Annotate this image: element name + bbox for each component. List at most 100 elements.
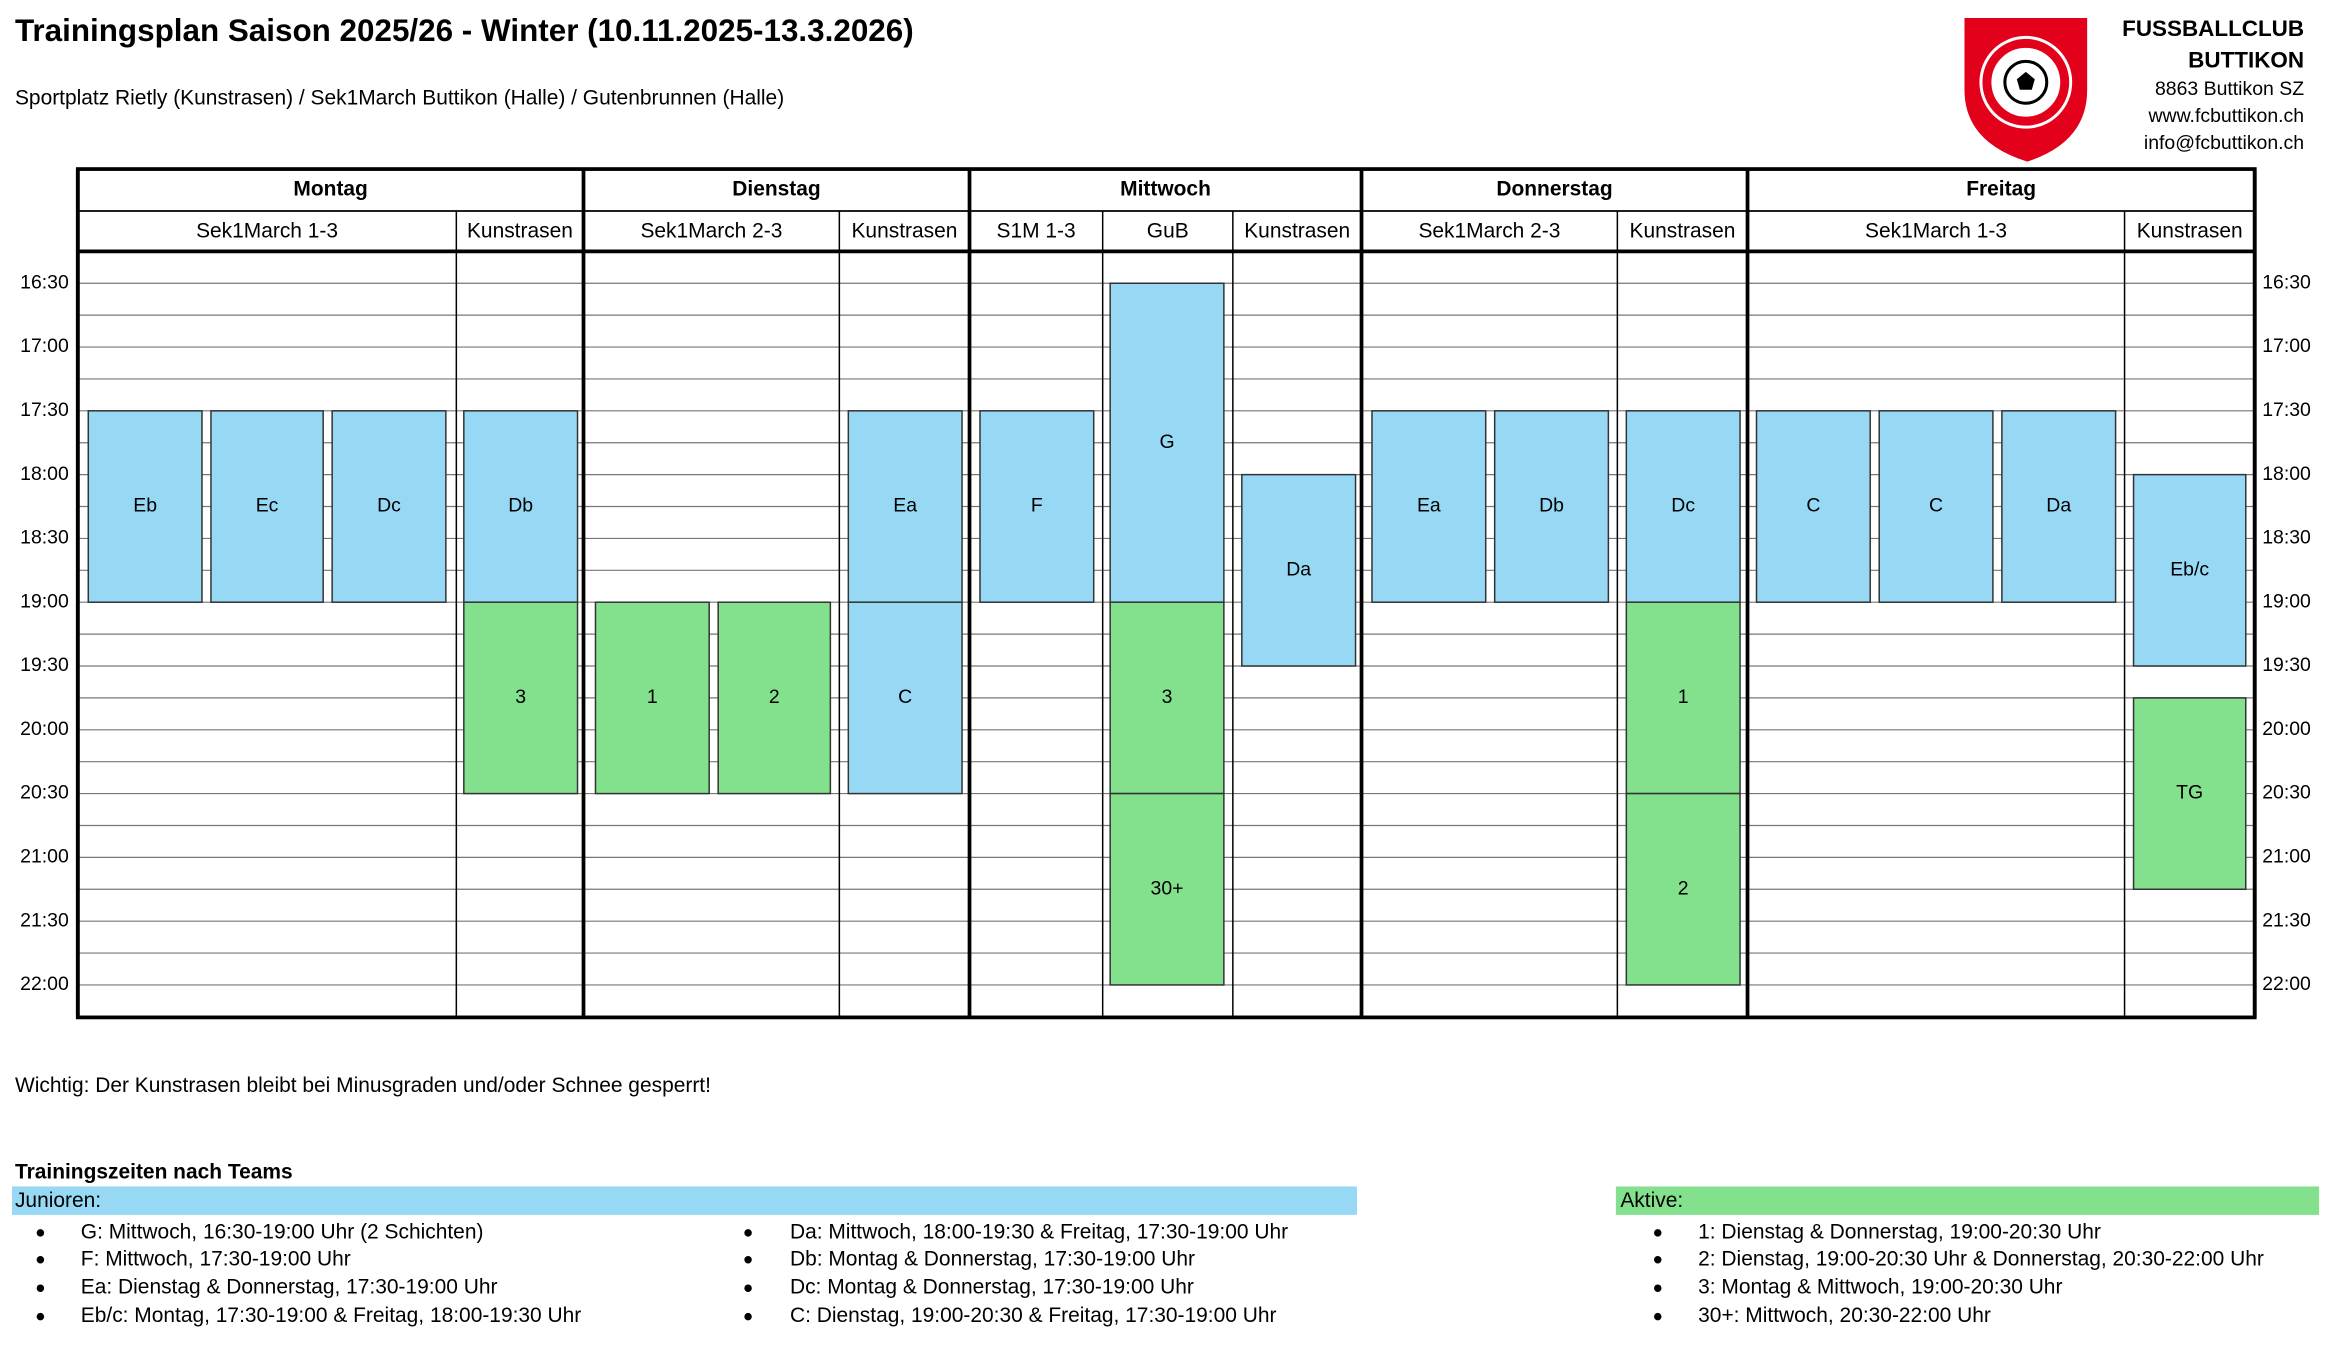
junior-item: Ea: Dienstag & Donnerstag, 17:30-19:00 U… xyxy=(81,1276,498,1299)
training-block xyxy=(717,601,832,795)
training-block xyxy=(1625,601,1741,795)
day-name: Donnerstag xyxy=(1496,178,1612,201)
title: Trainingsplan Saison 2025/26 - Winter (1… xyxy=(15,13,914,48)
training-block xyxy=(1625,410,1741,603)
block-label: C xyxy=(1929,495,1943,517)
bullet xyxy=(1654,1312,1662,1321)
club-logo xyxy=(1964,17,2088,162)
block-label: 3 xyxy=(515,686,526,708)
bullet xyxy=(36,1229,45,1237)
training-block xyxy=(594,601,710,795)
training-block xyxy=(2132,697,2247,891)
bullet xyxy=(36,1256,45,1264)
training-block xyxy=(1493,410,1610,603)
block-label: 30+ xyxy=(1151,877,1184,899)
training-block xyxy=(1109,792,1225,986)
block-label: Eb xyxy=(133,495,157,517)
table-border xyxy=(75,167,2257,1020)
bullet xyxy=(1654,1284,1662,1292)
time-label-right: 17:30 xyxy=(2262,399,2311,421)
block-label: 1 xyxy=(1678,686,1689,708)
day-name: Mittwoch xyxy=(1120,178,1211,201)
bullet xyxy=(1654,1229,1662,1237)
bullet xyxy=(744,1284,752,1292)
venue-name: Kunstrasen xyxy=(1629,219,1735,242)
training-block xyxy=(1371,410,1487,603)
training-block xyxy=(847,410,963,603)
juniors-label: Junioren: xyxy=(15,1189,101,1212)
day-name: Freitag xyxy=(1966,178,2036,201)
time-label-right: 21:30 xyxy=(2262,909,2311,931)
day-name: Montag xyxy=(293,178,367,201)
block-label: F xyxy=(1031,495,1043,517)
venue-name: Sek1March 1-3 xyxy=(196,219,338,242)
day-name: Dienstag xyxy=(732,178,820,201)
training-block xyxy=(463,601,579,795)
venue-name: Kunstrasen xyxy=(851,219,957,242)
training-block xyxy=(979,410,1095,603)
time-label-left: 19:00 xyxy=(20,590,69,612)
time-label-right: 20:30 xyxy=(2262,782,2311,804)
training-block xyxy=(1109,282,1225,603)
block-label: Dc xyxy=(1671,495,1695,517)
venue-name: S1M 1-3 xyxy=(997,219,1076,242)
training-block xyxy=(2001,410,2117,603)
junior-item: G: Mittwoch, 16:30-19:00 Uhr (2 Schichte… xyxy=(81,1220,484,1243)
junior-item: Dc: Montag & Donnerstag, 17:30-19:00 Uhr xyxy=(790,1276,1194,1299)
active-bar xyxy=(1615,1186,2320,1215)
juniors-bar xyxy=(11,1186,1358,1215)
block-label: Ea xyxy=(893,495,917,517)
time-label-right: 20:00 xyxy=(2262,718,2311,740)
club-line: www.fcbuttikon.ch xyxy=(2148,105,2305,127)
training-block xyxy=(1109,601,1225,795)
time-label-right: 19:00 xyxy=(2262,590,2311,612)
time-label-left: 20:30 xyxy=(20,782,69,804)
junior-item: Da: Mittwoch, 18:00-19:30 & Freitag, 17:… xyxy=(790,1220,1288,1243)
active-item: 2: Dienstag, 19:00-20:30 Uhr & Donnersta… xyxy=(1698,1247,2264,1270)
training-block xyxy=(1625,792,1741,986)
time-label-left: 20:00 xyxy=(20,718,69,740)
block-label: Ec xyxy=(256,495,279,517)
club-line: FUSSBALLCLUB xyxy=(2122,16,2304,41)
time-label-left: 19:30 xyxy=(20,654,69,676)
training-block xyxy=(463,410,579,603)
block-label: Da xyxy=(1286,558,1311,580)
club-line: 8863 Buttikon SZ xyxy=(2155,78,2304,100)
training-block xyxy=(210,410,324,603)
time-label-left: 18:30 xyxy=(20,527,69,549)
club-line: info@fcbuttikon.ch xyxy=(2144,132,2304,154)
training-block xyxy=(1755,410,1871,603)
bullet xyxy=(744,1229,752,1237)
junior-item: Db: Montag & Donnerstag, 17:30-19:00 Uhr xyxy=(790,1247,1195,1270)
block-label: Eb/c xyxy=(2170,558,2209,580)
time-label-left: 21:30 xyxy=(20,909,69,931)
club-line: BUTTIKON xyxy=(2188,47,2304,72)
active-item: 1: Dienstag & Donnerstag, 19:00-20:30 Uh… xyxy=(1698,1220,2101,1243)
junior-item: F: Mittwoch, 17:30-19:00 Uhr xyxy=(81,1247,351,1270)
training-block xyxy=(847,601,963,795)
venue-name: Kunstrasen xyxy=(2137,219,2243,242)
time-label-right: 22:00 xyxy=(2262,973,2311,995)
notice: Wichtig: Der Kunstrasen bleibt bei Minus… xyxy=(15,1074,711,1097)
subtitle: Sportplatz Rietly (Kunstrasen) / Sek1Mar… xyxy=(15,86,784,109)
time-label-right: 18:30 xyxy=(2262,527,2311,549)
time-label-left: 17:00 xyxy=(20,335,69,357)
block-label: Dc xyxy=(377,495,401,517)
time-label-right: 18:00 xyxy=(2262,463,2311,485)
block-label: C xyxy=(1806,495,1820,517)
bullet xyxy=(744,1312,752,1321)
block-label: Da xyxy=(2046,495,2071,517)
time-label-right: 17:00 xyxy=(2262,335,2311,357)
time-label-left: 17:30 xyxy=(20,399,69,421)
block-label: 2 xyxy=(769,686,780,708)
block-label: TG xyxy=(2176,782,2203,804)
active-label: Aktive: xyxy=(1620,1189,1683,1212)
active-item: 3: Montag & Mittwoch, 19:00-20:30 Uhr xyxy=(1698,1276,2062,1299)
training-block xyxy=(2132,473,2247,667)
time-label-left: 22:00 xyxy=(20,973,69,995)
bullet xyxy=(36,1284,45,1292)
block-label: G xyxy=(1159,431,1174,453)
time-label-right: 19:30 xyxy=(2262,654,2311,676)
venue-name: Sek1March 2-3 xyxy=(640,219,782,242)
